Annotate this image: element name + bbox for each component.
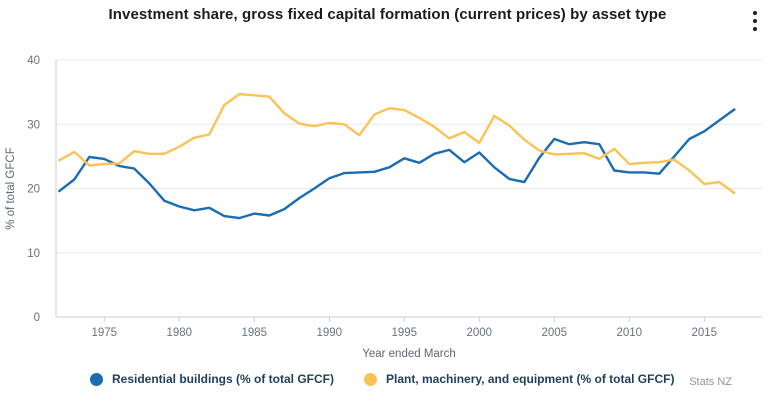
y-tick-label: 0: [34, 312, 40, 324]
y-tick-label: 20: [27, 184, 40, 196]
y-tick-label: 40: [27, 55, 40, 67]
x-tick-label: 2015: [692, 327, 718, 339]
source-attribution: Stats NZ: [689, 376, 732, 388]
x-tick-label: 1995: [392, 327, 418, 339]
kebab-menu-icon[interactable]: [748, 9, 762, 33]
y-tick-label: 10: [27, 248, 40, 260]
y-axis-title: % of total GFCF: [5, 147, 17, 229]
x-tick-label: 2005: [542, 327, 568, 339]
series-line-residential-buildings: [58, 108, 736, 220]
x-tick-label: 1980: [167, 327, 193, 339]
chart-legend: Residential buildings (% of total GFCF) …: [90, 372, 674, 386]
x-tick-label: 1975: [92, 327, 118, 339]
legend-label-residential-buildings: Residential buildings (% of total GFCF): [112, 372, 334, 386]
legend-item-residential-buildings[interactable]: Residential buildings (% of total GFCF): [90, 372, 334, 386]
kebab-dot: [753, 19, 757, 23]
chart-title: Investment share, gross fixed capital fo…: [108, 6, 667, 23]
legend-item-plant-machinery[interactable]: Plant, machinery, and equipment (% of to…: [364, 372, 674, 386]
x-axis-title: Year ended March: [362, 348, 456, 360]
y-tick-label: 30: [27, 119, 40, 131]
legend-dot-residential-buildings: [90, 372, 103, 386]
legend-dot-plant-machinery: [364, 372, 377, 386]
legend-label-plant-machinery: Plant, machinery, and equipment (% of to…: [386, 372, 675, 386]
kebab-dot: [753, 27, 757, 31]
line-chart-plot-area: 0 10 20 30 40 1975 1980 1985 1990 1995 2000 2005 201…: [5, 55, 762, 360]
x-tick-label: 1985: [242, 327, 268, 339]
x-tick-label: 1990: [317, 327, 343, 339]
kebab-dot: [753, 11, 757, 15]
series-line-plant-machinery: [58, 92, 736, 195]
x-tick-label: 2000: [467, 327, 493, 339]
x-tick-label: 2010: [617, 327, 643, 339]
